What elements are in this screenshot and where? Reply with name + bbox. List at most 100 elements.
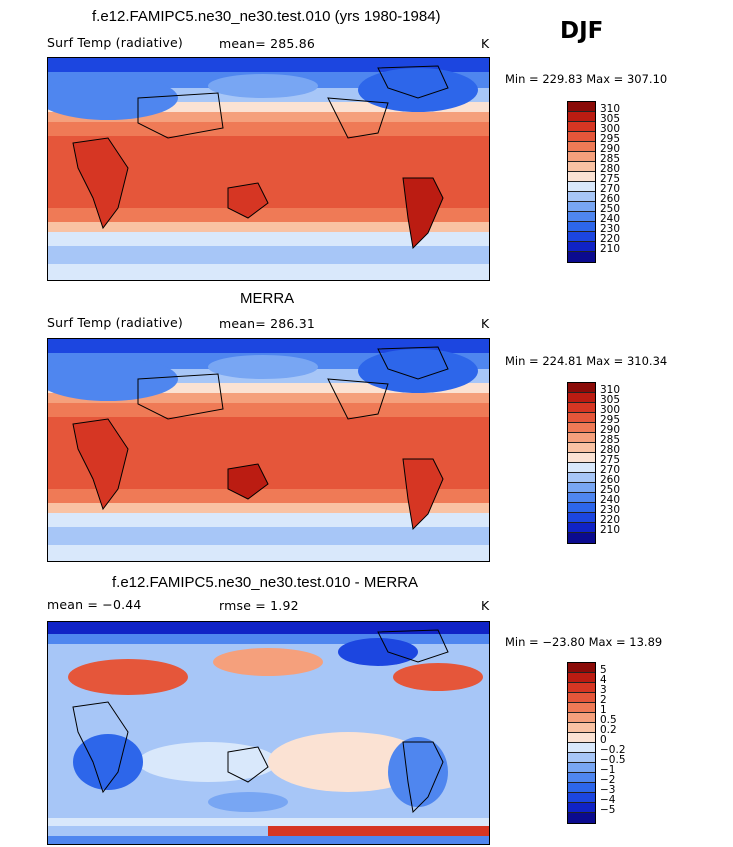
colorbar-tick-label: 280 [600, 163, 621, 175]
colorbar-tick-label: 240 [600, 494, 621, 506]
colorbar-swatch [568, 182, 595, 192]
panel-1-colorbar [567, 101, 596, 263]
colorbar-tick-label: 310 [600, 103, 621, 115]
colorbar-swatch [568, 503, 595, 513]
panel-3-rmse: rmse = 1.92 [219, 598, 299, 613]
colorbar-tick-label: 290 [600, 143, 621, 155]
panel-3-map [47, 621, 490, 845]
panel-2-units: K [481, 316, 490, 331]
season-label: DJF [560, 18, 604, 44]
colorbar-swatch [568, 202, 595, 212]
colorbar-swatch [568, 463, 595, 473]
colorbar-tick-label: 210 [600, 524, 621, 536]
colorbar-tick-label: 285 [600, 153, 621, 165]
colorbar-swatch [568, 232, 595, 242]
panel-3-mean: mean = −0.44 [47, 597, 142, 612]
colorbar-tick-label: 1 [600, 704, 607, 716]
colorbar-tick-label: 275 [600, 173, 621, 185]
colorbar-swatch [568, 393, 595, 403]
panel-1-map [47, 57, 490, 281]
colorbar-swatch [568, 413, 595, 423]
colorbar-tick-label: 230 [600, 504, 621, 516]
colorbar-swatch [568, 252, 595, 262]
panel-1-map-field [48, 58, 489, 280]
colorbar-swatch [568, 743, 595, 753]
colorbar-tick-label: 285 [600, 434, 621, 446]
colorbar-swatch [568, 713, 595, 723]
colorbar-tick-label: 295 [600, 414, 621, 426]
colorbar-tick-label: −3 [600, 784, 616, 796]
colorbar-swatch [568, 763, 595, 773]
colorbar-swatch [568, 793, 595, 803]
colorbar-swatch [568, 773, 595, 783]
colorbar-tick-label: 300 [600, 404, 621, 416]
panel-1-minmax: Min = 229.83 Max = 307.10 [505, 72, 668, 86]
panel-2-minmax: Min = 224.81 Max = 310.34 [505, 354, 668, 368]
colorbar-tick-label: 220 [600, 233, 621, 245]
colorbar-tick-label: 0.2 [600, 724, 617, 736]
colorbar-swatch [568, 733, 595, 743]
panel-3-map-field [48, 622, 489, 844]
colorbar-swatch [568, 142, 595, 152]
panel-2-map-field [48, 339, 489, 561]
colorbar-tick-label: 270 [600, 464, 621, 476]
colorbar-swatch [568, 222, 595, 232]
colorbar-tick-label: −0.2 [600, 744, 626, 756]
colorbar-tick-label: 250 [600, 203, 621, 215]
colorbar-swatch [568, 803, 595, 813]
colorbar-swatch [568, 383, 595, 393]
panel-2-colorbar [567, 382, 596, 544]
colorbar-tick-label: 250 [600, 484, 621, 496]
colorbar-tick-label: 260 [600, 193, 621, 205]
panel-2-variable: Surf Temp (radiative) [47, 315, 183, 330]
panel-1-mean: mean= 285.86 [219, 36, 316, 51]
colorbar-swatch [568, 723, 595, 733]
colorbar-swatch [568, 192, 595, 202]
colorbar-swatch [568, 162, 595, 172]
colorbar-tick-label: 4 [600, 674, 607, 686]
colorbar-swatch [568, 683, 595, 693]
colorbar-swatch [568, 443, 595, 453]
colorbar-tick-label: −0.5 [600, 754, 626, 766]
panel-1-units: K [481, 36, 490, 51]
colorbar-swatch [568, 102, 595, 112]
colorbar-tick-label: 220 [600, 514, 621, 526]
panel-1-title: f.e12.FAMIPC5.ne30_ne30.test.010 (yrs 19… [92, 8, 441, 25]
colorbar-swatch [568, 753, 595, 763]
colorbar-tick-label: 280 [600, 444, 621, 456]
colorbar-tick-label: 5 [600, 664, 607, 676]
colorbar-swatch [568, 673, 595, 683]
colorbar-tick-label: 275 [600, 454, 621, 466]
colorbar-swatch [568, 132, 595, 142]
colorbar-swatch [568, 112, 595, 122]
colorbar-tick-label: 305 [600, 113, 621, 125]
colorbar-swatch [568, 813, 595, 823]
colorbar-tick-label: −4 [600, 794, 616, 806]
panel-3-minmax: Min = −23.80 Max = 13.89 [505, 635, 663, 649]
colorbar-swatch [568, 663, 595, 673]
colorbar-tick-label: 310 [600, 384, 621, 396]
colorbar-swatch [568, 473, 595, 483]
panel-3-units: K [481, 598, 490, 613]
colorbar-tick-label: 260 [600, 474, 621, 486]
colorbar-swatch [568, 122, 595, 132]
colorbar-swatch [568, 513, 595, 523]
colorbar-tick-label: 2 [600, 694, 607, 706]
colorbar-tick-label: 295 [600, 133, 621, 145]
colorbar-tick-label: 210 [600, 243, 621, 255]
colorbar-tick-label: 270 [600, 183, 621, 195]
panel-3-colorbar [567, 662, 596, 824]
colorbar-tick-label: 0.5 [600, 714, 617, 726]
panel-3-title: f.e12.FAMIPC5.ne30_ne30.test.010 - MERRA [112, 574, 418, 591]
colorbar-swatch [568, 783, 595, 793]
panel-2-map [47, 338, 490, 562]
colorbar-swatch [568, 423, 595, 433]
colorbar-tick-label: −2 [600, 774, 616, 786]
colorbar-swatch [568, 212, 595, 222]
colorbar-swatch [568, 493, 595, 503]
colorbar-tick-label: 3 [600, 684, 607, 696]
colorbar-tick-label: 240 [600, 213, 621, 225]
colorbar-swatch [568, 172, 595, 182]
colorbar-tick-label: 230 [600, 223, 621, 235]
colorbar-swatch [568, 693, 595, 703]
